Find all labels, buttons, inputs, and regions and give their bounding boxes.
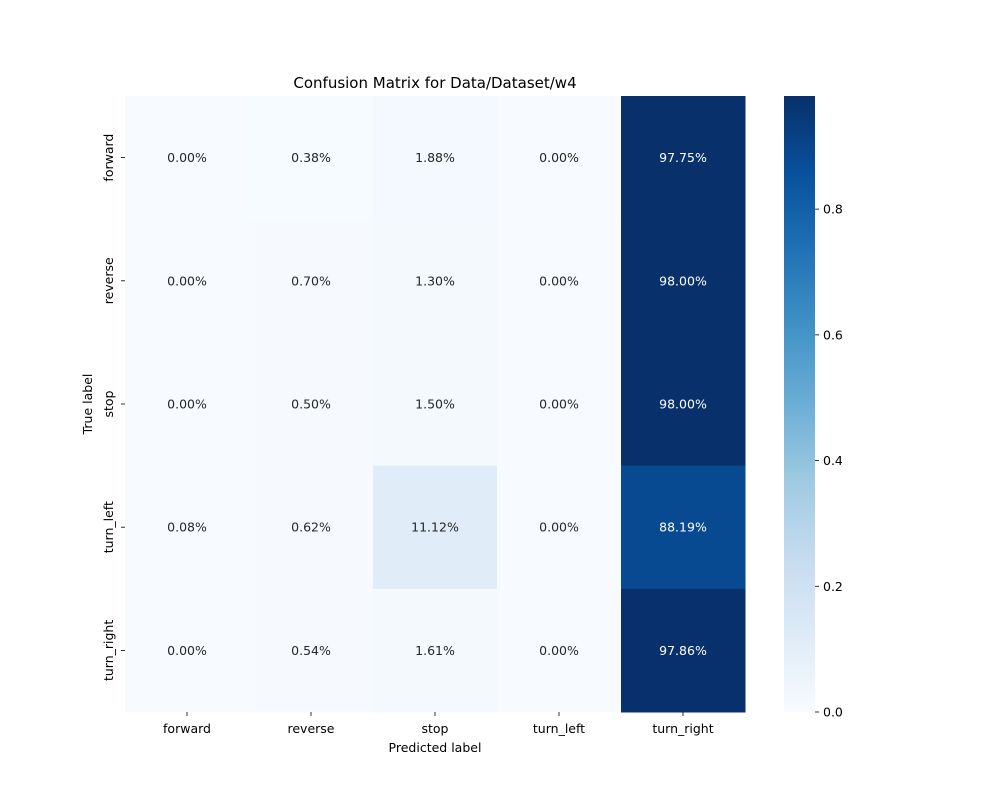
heatmap-cell (249, 96, 374, 220)
cell-annotation: 0.00% (167, 643, 207, 658)
cell-annotation: 0.08% (167, 520, 207, 535)
heatmap-cell (125, 465, 250, 590)
heatmap-cell (373, 342, 498, 467)
colorbar-tick-label: 0.4 (823, 453, 843, 468)
x-axis-label: Predicted label (389, 740, 482, 755)
y-tick-label: turn_right (101, 620, 116, 681)
cell-annotation: 98.00% (659, 273, 707, 288)
cell-annotation: 1.88% (415, 150, 455, 165)
cell-annotation: 97.75% (659, 150, 707, 165)
cell-annotation: 98.00% (659, 397, 707, 412)
heatmap-cell (249, 219, 374, 343)
colorbar: 0.0 0.2 0.4 0.6 0.8 (784, 96, 843, 720)
heatmap-cell (373, 219, 498, 343)
cell-annotation: 0.00% (539, 643, 579, 658)
heatmap-cell (497, 588, 622, 713)
y-tick-label: forward (101, 134, 116, 182)
cell-annotation: 0.00% (539, 520, 579, 535)
colorbar-tick-label: 0.2 (823, 579, 843, 594)
colorbar-gradient (784, 96, 815, 712)
heatmap-cell (125, 588, 250, 713)
heatmap-cell (621, 465, 746, 590)
heatmap-cell (497, 219, 622, 343)
cell-annotation: 1.50% (415, 397, 455, 412)
colorbar-tick-label: 0.8 (823, 202, 843, 217)
x-tick-label: forward (163, 721, 211, 736)
x-tick-label: reverse (288, 721, 335, 736)
heatmap-cell (621, 342, 746, 467)
y-tick-label: reverse (101, 257, 116, 304)
heatmap-cell (621, 96, 746, 220)
heatmap-cell (125, 219, 250, 343)
cell-annotation: 0.70% (291, 273, 331, 288)
cell-annotation: 0.62% (291, 520, 331, 535)
cell-annotation: 88.19% (659, 520, 707, 535)
heatmap-cell (373, 96, 498, 220)
heatmap-cell (497, 465, 622, 590)
heatmap-cell (373, 465, 498, 590)
heatmap-cells: 0.00% 0.38% 1.88% 0.00% 97.75% 0.00% 0.70% 1.30… (125, 96, 746, 713)
heatmap-cell (497, 342, 622, 467)
cell-annotation: 11.12% (411, 520, 459, 535)
cell-annotation: 1.61% (415, 643, 455, 658)
cell-annotation: 0.00% (539, 273, 579, 288)
x-axis: forward reverse stop turn_left turn_right (163, 712, 714, 736)
y-axis-label: True label (80, 374, 95, 436)
heatmap-cell (125, 96, 250, 220)
cell-annotation: 0.00% (539, 397, 579, 412)
y-axis: forward reverse stop turn_left turn_right (101, 134, 125, 681)
colorbar-tick-label: 0.6 (823, 327, 843, 342)
cell-annotation: 0.50% (291, 397, 331, 412)
y-tick-label: turn_left (101, 501, 116, 553)
heatmap-cell (497, 96, 622, 220)
heatmap-cell (249, 588, 374, 713)
cell-annotation: 0.00% (167, 150, 207, 165)
chart-title: Confusion Matrix for Data/Dataset/w4 (293, 74, 576, 92)
cell-annotation: 0.00% (167, 397, 207, 412)
heatmap-cell (125, 342, 250, 467)
heatmap-cell (249, 342, 374, 467)
cell-annotation: 0.54% (291, 643, 331, 658)
heatmap-cell (621, 219, 746, 343)
colorbar-tick-label: 0.0 (823, 705, 843, 720)
x-tick-label: turn_right (652, 721, 713, 736)
cell-annotation: 0.00% (539, 150, 579, 165)
x-tick-label: stop (422, 721, 449, 736)
heatmap-cell (373, 588, 498, 713)
heatmap-cell (621, 588, 746, 713)
cell-annotation: 97.86% (659, 643, 707, 658)
y-tick-label: stop (101, 390, 116, 417)
cell-annotation: 1.30% (415, 273, 455, 288)
cell-annotation: 0.38% (291, 150, 331, 165)
heatmap-cell (249, 465, 374, 590)
cell-annotation: 0.00% (167, 273, 207, 288)
x-tick-label: turn_left (533, 721, 585, 736)
